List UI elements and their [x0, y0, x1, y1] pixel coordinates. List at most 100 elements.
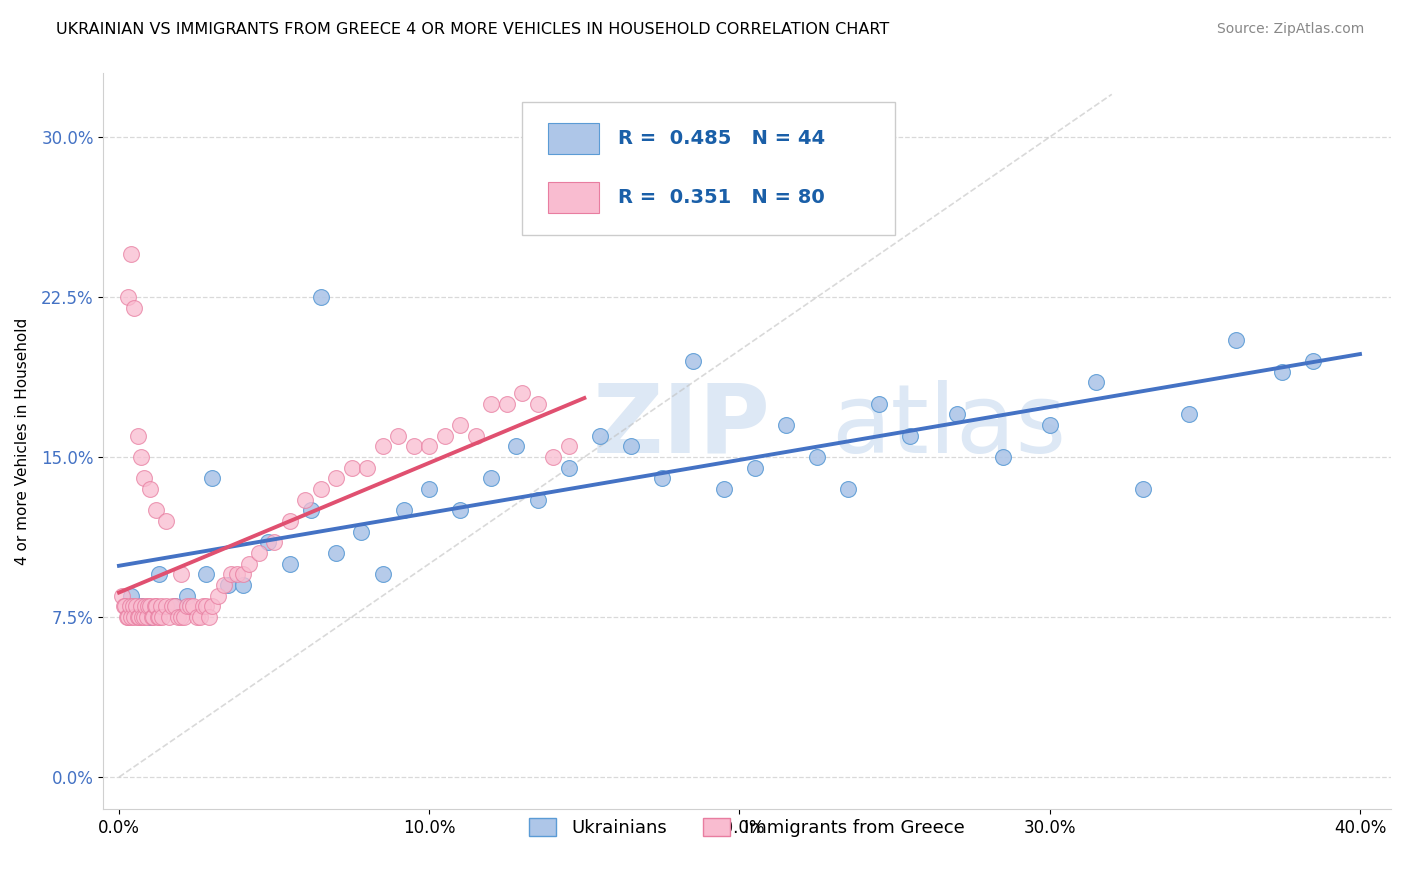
Point: [945, 408, 967, 422]
Point: [176, 589, 198, 603]
Point: [356, 460, 378, 475]
Point: [217, 578, 239, 592]
Point: [418, 482, 440, 496]
Point: [1132, 482, 1154, 496]
Point: [120, 610, 142, 624]
Point: [350, 524, 373, 539]
Point: [134, 599, 156, 614]
Point: [146, 610, 169, 624]
Point: [510, 386, 533, 401]
Point: [775, 418, 797, 433]
Point: [449, 503, 471, 517]
Point: [744, 460, 766, 475]
Text: atlas: atlas: [831, 380, 1066, 473]
Point: [163, 599, 186, 614]
Point: [418, 439, 440, 453]
Point: [238, 557, 260, 571]
Point: [183, 599, 205, 614]
Text: Source: ZipAtlas.com: Source: ZipAtlas.com: [1216, 22, 1364, 37]
Point: [194, 567, 217, 582]
Point: [122, 599, 145, 614]
Point: [806, 450, 828, 464]
Point: [225, 567, 247, 582]
Point: [194, 599, 217, 614]
Point: [176, 599, 198, 614]
Point: [464, 428, 486, 442]
Point: [139, 610, 162, 624]
Point: [129, 450, 152, 464]
Point: [1302, 354, 1324, 368]
Point: [589, 428, 612, 442]
Point: [214, 578, 236, 592]
Point: [124, 301, 146, 315]
Point: [152, 610, 174, 624]
Point: [232, 578, 254, 592]
Point: [402, 439, 425, 453]
Point: [1225, 333, 1247, 347]
Text: R =  0.351   N = 80: R = 0.351 N = 80: [619, 188, 825, 207]
Point: [114, 599, 136, 614]
Point: [620, 439, 643, 453]
Point: [179, 599, 201, 614]
Point: [993, 450, 1015, 464]
Point: [141, 610, 163, 624]
Point: [299, 503, 322, 517]
Point: [201, 471, 224, 485]
Point: [1039, 418, 1062, 433]
Point: [371, 439, 394, 453]
Point: [155, 599, 177, 614]
Point: [111, 589, 134, 603]
Point: [207, 589, 229, 603]
Point: [479, 471, 502, 485]
Point: [186, 610, 208, 624]
Point: [1271, 365, 1294, 379]
Point: [1178, 408, 1201, 422]
Point: [191, 599, 214, 614]
Point: [449, 418, 471, 433]
Point: [294, 492, 316, 507]
Point: [558, 439, 581, 453]
Point: [1085, 376, 1108, 390]
Text: UKRAINIAN VS IMMIGRANTS FROM GREECE 4 OR MORE VEHICLES IN HOUSEHOLD CORRELATION : UKRAINIAN VS IMMIGRANTS FROM GREECE 4 OR…: [56, 22, 890, 37]
Point: [495, 397, 517, 411]
Point: [163, 599, 186, 614]
Point: [170, 610, 193, 624]
Point: [129, 599, 152, 614]
Point: [160, 599, 183, 614]
Point: [527, 492, 550, 507]
Point: [433, 428, 456, 442]
Point: [127, 610, 149, 624]
Point: [142, 610, 165, 624]
Point: [125, 599, 148, 614]
Text: R =  0.485   N = 44: R = 0.485 N = 44: [619, 129, 825, 148]
Point: [148, 610, 170, 624]
Point: [219, 567, 242, 582]
Point: [713, 482, 735, 496]
Point: [173, 610, 195, 624]
Point: [157, 610, 180, 624]
Point: [479, 397, 502, 411]
Point: [138, 599, 160, 614]
Point: [309, 290, 332, 304]
Point: [505, 439, 527, 453]
FancyBboxPatch shape: [548, 123, 599, 154]
Point: [682, 354, 704, 368]
Point: [247, 546, 270, 560]
FancyBboxPatch shape: [522, 103, 896, 235]
Point: [167, 610, 190, 624]
Legend: Ukrainians, Immigrants from Greece: Ukrainians, Immigrants from Greece: [522, 811, 973, 845]
Point: [128, 610, 150, 624]
Point: [115, 610, 138, 624]
Point: [120, 247, 142, 261]
Point: [112, 599, 135, 614]
Y-axis label: 4 or more Vehicles in Household: 4 or more Vehicles in Household: [15, 318, 30, 565]
Point: [188, 610, 211, 624]
Point: [325, 471, 347, 485]
Point: [139, 599, 162, 614]
Point: [558, 460, 581, 475]
FancyBboxPatch shape: [548, 182, 599, 213]
Point: [278, 514, 301, 528]
Point: [278, 557, 301, 571]
Point: [148, 567, 170, 582]
Point: [145, 599, 167, 614]
